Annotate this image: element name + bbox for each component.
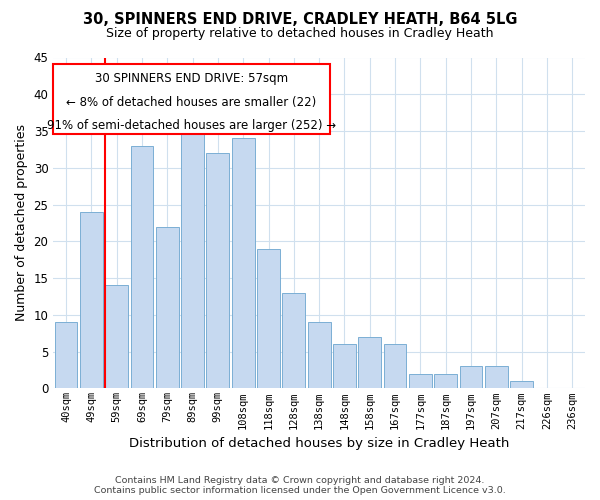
Text: Size of property relative to detached houses in Cradley Heath: Size of property relative to detached ho… bbox=[106, 28, 494, 40]
Bar bbox=[358, 337, 381, 388]
Bar bbox=[384, 344, 406, 389]
Bar bbox=[206, 153, 229, 388]
Text: 91% of semi-detached houses are larger (252) →: 91% of semi-detached houses are larger (… bbox=[47, 118, 336, 132]
Bar bbox=[105, 286, 128, 389]
Bar bbox=[55, 322, 77, 388]
Text: Contains HM Land Registry data © Crown copyright and database right 2024.: Contains HM Land Registry data © Crown c… bbox=[115, 476, 485, 485]
Bar bbox=[156, 226, 179, 388]
Bar bbox=[434, 374, 457, 388]
Bar bbox=[80, 212, 103, 388]
Bar bbox=[485, 366, 508, 388]
Y-axis label: Number of detached properties: Number of detached properties bbox=[15, 124, 28, 322]
Bar bbox=[511, 381, 533, 388]
Bar bbox=[131, 146, 154, 388]
Bar bbox=[283, 293, 305, 388]
Bar bbox=[181, 124, 204, 388]
Bar bbox=[257, 248, 280, 388]
X-axis label: Distribution of detached houses by size in Cradley Heath: Distribution of detached houses by size … bbox=[129, 437, 509, 450]
Bar bbox=[409, 374, 432, 388]
Bar bbox=[308, 322, 331, 388]
Text: 30, SPINNERS END DRIVE, CRADLEY HEATH, B64 5LG: 30, SPINNERS END DRIVE, CRADLEY HEATH, B… bbox=[83, 12, 517, 28]
FancyBboxPatch shape bbox=[53, 64, 330, 134]
Text: 30 SPINNERS END DRIVE: 57sqm: 30 SPINNERS END DRIVE: 57sqm bbox=[95, 72, 288, 86]
Bar bbox=[333, 344, 356, 389]
Text: Contains public sector information licensed under the Open Government Licence v3: Contains public sector information licen… bbox=[94, 486, 506, 495]
Bar bbox=[460, 366, 482, 388]
Bar bbox=[232, 138, 254, 388]
Text: ← 8% of detached houses are smaller (22): ← 8% of detached houses are smaller (22) bbox=[67, 96, 317, 108]
